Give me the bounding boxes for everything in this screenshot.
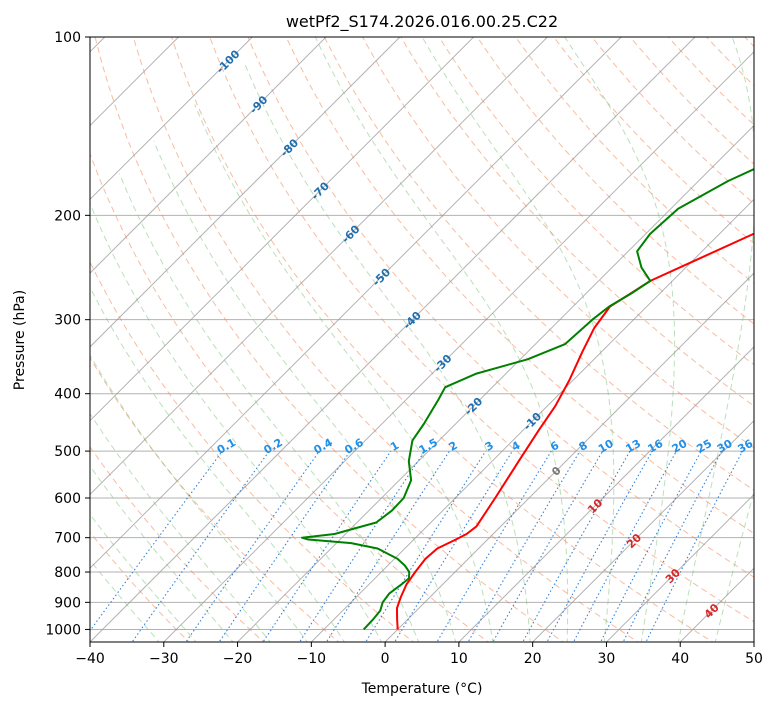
- dry-adiabat: [514, 37, 754, 285]
- y-tick-label: 1000: [45, 622, 81, 638]
- isotherm: [90, 37, 696, 642]
- dry-adiabat: [90, 531, 190, 642]
- plot-frame: [89, 36, 755, 643]
- y-axis: 100 200 300 400 500 600 700 800 900 1000: [45, 30, 90, 638]
- y-tick-label: 300: [54, 313, 81, 329]
- moist-adiabat: [90, 559, 160, 642]
- moist-adiabat: [90, 202, 382, 642]
- isotherm: [90, 37, 401, 348]
- y-tick-label: 200: [54, 208, 81, 224]
- mixing-ratio-line: [492, 450, 604, 642]
- isotherm: [605, 493, 754, 642]
- isotherm: [310, 198, 754, 642]
- mixing-ratio-line: [185, 450, 320, 642]
- x-axis-label: Temperature (°C): [361, 681, 483, 697]
- x-axis: −40 −30 −20 −10 0 10 20 30 40 50: [75, 642, 763, 667]
- isotherm: [90, 37, 327, 274]
- dry-adiabat: [323, 37, 754, 491]
- isotherm: [90, 37, 549, 496]
- y-axis-label: Pressure (hPa): [12, 290, 28, 390]
- dry-adiabat: [132, 37, 639, 642]
- mixing-ratio-line: [394, 450, 513, 642]
- dry-adiabat: [438, 37, 754, 366]
- isotherm: [90, 37, 475, 422]
- y-tick-label: 400: [54, 387, 81, 403]
- x-tick-label: −40: [75, 651, 105, 667]
- traces: [301, 168, 754, 631]
- moist-adiabat: [153, 141, 457, 642]
- isotherm: [531, 419, 754, 642]
- mixing-ratio-line: [645, 450, 743, 642]
- moist-adiabat: [90, 286, 345, 642]
- isotherm: [90, 37, 622, 569]
- moist-adiabat: [118, 173, 420, 642]
- mixing-ratio-line: [522, 450, 631, 642]
- isotherm: [236, 124, 754, 642]
- moist-adiabat: [90, 412, 271, 642]
- x-tick-label: −20: [223, 651, 253, 667]
- isotherm: [163, 51, 754, 642]
- dry-adiabat: [90, 152, 490, 642]
- y-tick-label: 900: [54, 595, 81, 611]
- y-tick-label: 100: [54, 30, 81, 46]
- mixing-ratio-line: [600, 450, 702, 642]
- background-lines: [90, 37, 754, 642]
- moist-adiabat: [90, 513, 197, 642]
- y-tick-label: 600: [54, 491, 81, 507]
- x-tick-label: −10: [297, 651, 327, 667]
- dry-adiabat: [94, 37, 564, 642]
- dry-adiabat: [400, 37, 754, 407]
- dry-adiabat: [171, 37, 714, 642]
- mixing-ratio-line: [572, 450, 677, 642]
- mixing-ratio-line: [622, 450, 723, 642]
- temperature-trace: [396, 232, 754, 630]
- dry-adiabat: [553, 37, 754, 245]
- x-tick-label: 0: [381, 651, 390, 667]
- dry-adiabat: [90, 446, 265, 642]
- moist-adiabat: [194, 104, 494, 642]
- mixing-ratio-line: [546, 450, 653, 642]
- mixing-ratio-line: [467, 450, 581, 642]
- dry-adiabat: [90, 356, 340, 642]
- y-tick-label: 500: [54, 444, 81, 460]
- isotherm: [458, 346, 754, 642]
- mixing-ratio-line: [298, 450, 426, 642]
- mixing-ratio-line: [218, 450, 351, 642]
- x-tick-label: −30: [149, 651, 179, 667]
- moist-adiabat: [90, 354, 308, 642]
- y-tick-label: 700: [54, 531, 81, 547]
- dry-adiabat: [90, 260, 415, 642]
- dry-adiabat: [285, 37, 754, 534]
- dry-adiabat: [209, 37, 754, 623]
- x-tick-label: 10: [450, 651, 468, 667]
- mixing-ratio-line: [436, 450, 552, 642]
- isotherm: [90, 37, 254, 201]
- x-tick-label: 30: [598, 651, 616, 667]
- moist-adiabat: [90, 465, 234, 642]
- dry-adiabat: [247, 37, 754, 578]
- dewpoint-trace: [301, 168, 754, 631]
- x-tick-label: 40: [671, 651, 689, 667]
- x-tick-label: 50: [745, 651, 763, 667]
- x-tick-label: 20: [524, 651, 542, 667]
- isotherm: [384, 272, 754, 642]
- y-tick-label: 800: [54, 565, 81, 581]
- chart-title: wetPf2_S174.2026.016.00.25.C22: [286, 12, 558, 32]
